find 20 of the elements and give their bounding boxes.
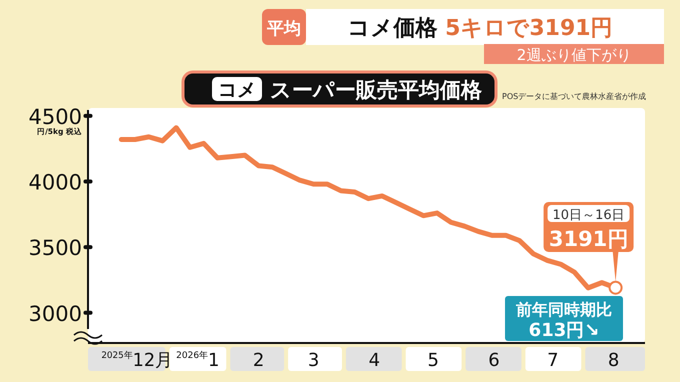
x-tick-label: $^{2025年}$12月 [101,350,174,371]
text: POSデータに基づいて農林水産省が作成 [502,92,646,101]
x-tick-label: 8 [608,350,620,371]
x-tick-label: 3 [308,350,320,371]
x-tick-label: 7 [547,350,559,371]
y-tick-label: 4000 [28,170,82,195]
x-tick-label: 4 [368,350,380,371]
text: 2週ぶり値下がり [516,46,632,64]
annotation: 前年同時期比 613円↘ [515,300,612,341]
annotation: 10日～16日 3191円 [548,208,628,251]
chart-title: コメ スーパー販売平均価格 [218,78,483,102]
y-tick-label: 3500 [28,236,82,260]
x-tick-label: 6 [488,350,500,371]
x-tick-label: 2 [252,350,264,371]
text: コメ価格 5キロで3191円 [347,16,613,41]
x-tick-label: 5 [427,350,439,371]
y-tick-label: 4500 [28,104,82,129]
y-tick-label: 3000 [28,302,82,326]
text: 平均 [266,19,301,39]
x-tick-label: $^{2026年}$1 [176,350,220,371]
